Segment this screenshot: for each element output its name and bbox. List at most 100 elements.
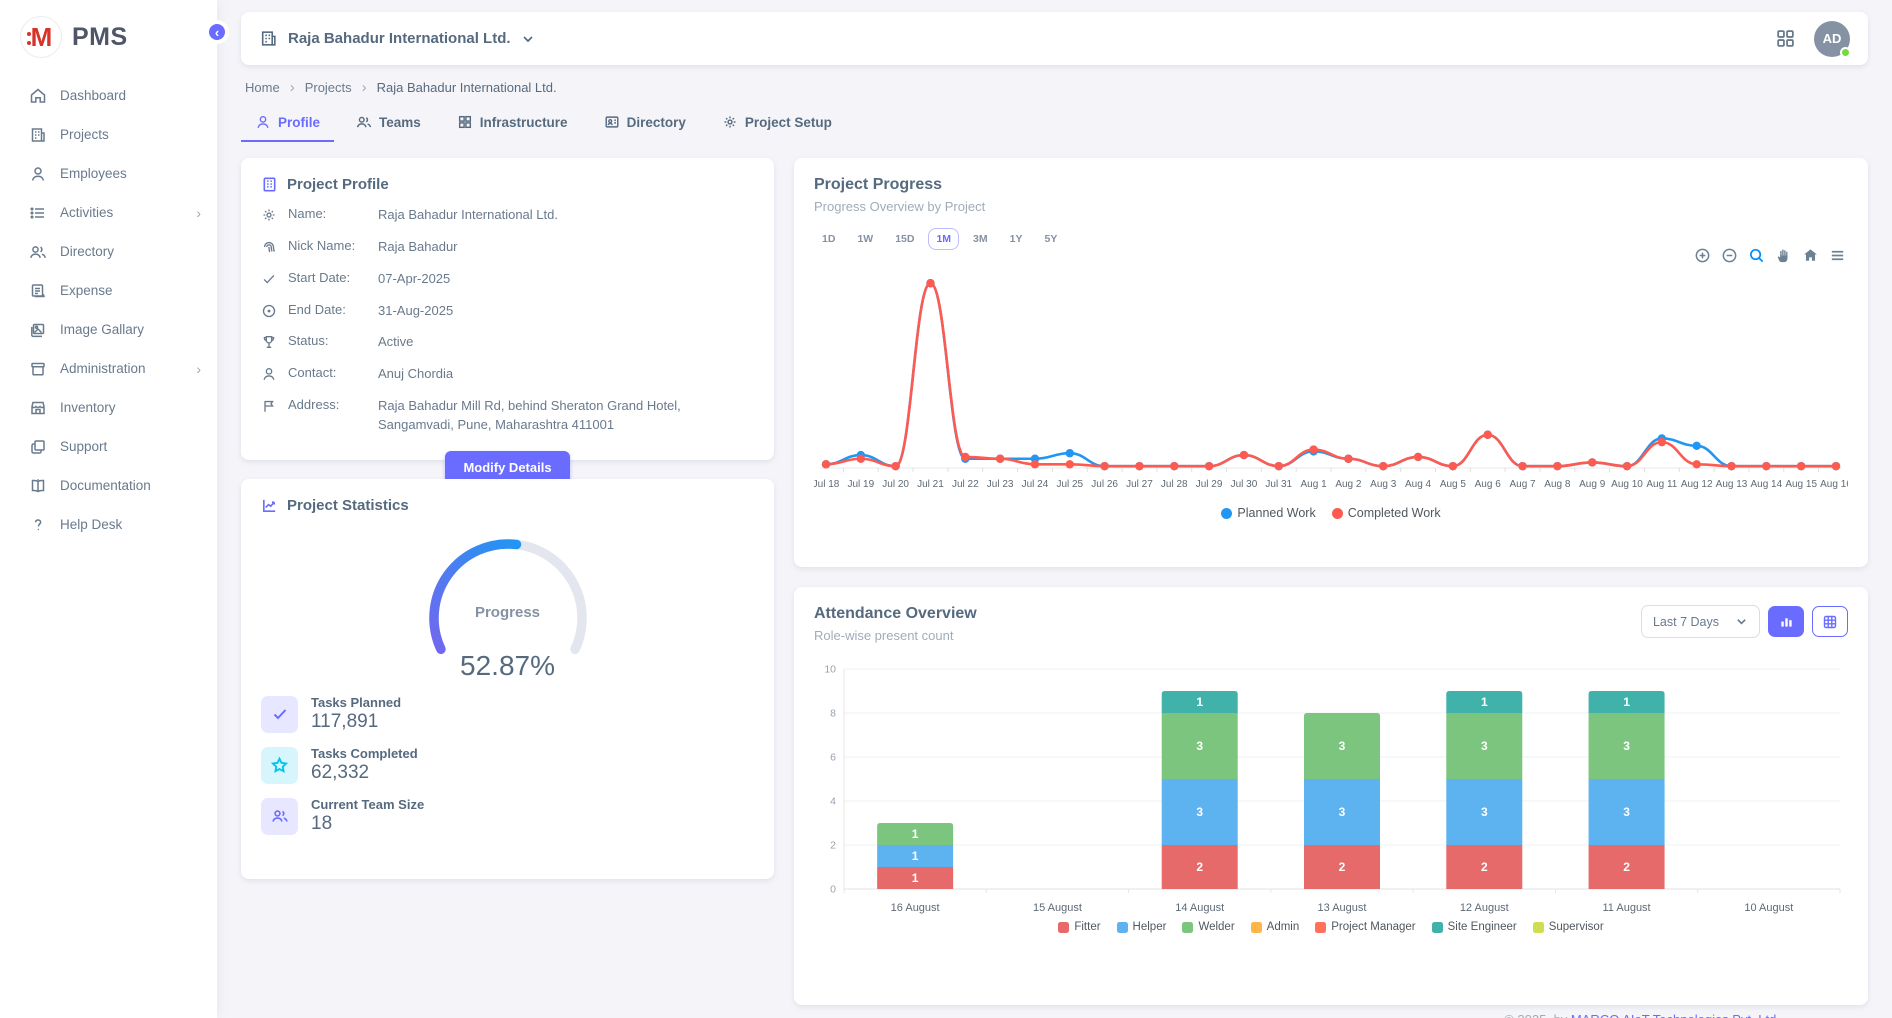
legend-item[interactable]: Fitter xyxy=(1058,921,1100,933)
range-15d[interactable]: 15D xyxy=(887,228,922,250)
tab-project-setup[interactable]: Project Setup xyxy=(708,106,846,142)
x-axis-label: 16 August xyxy=(891,902,940,914)
date-range-select[interactable]: Last 7 Days xyxy=(1641,605,1760,638)
gauge-arc xyxy=(388,520,628,654)
range-1d[interactable]: 1D xyxy=(814,228,843,250)
sidebar-item-support[interactable]: Support xyxy=(0,427,217,466)
sidebar-item-expense[interactable]: Expense xyxy=(0,271,217,310)
data-point-marker[interactable] xyxy=(1135,462,1143,470)
data-point-marker[interactable] xyxy=(857,455,865,463)
legend-item[interactable]: Helper xyxy=(1117,921,1167,933)
x-axis-label: Jul 20 xyxy=(882,479,909,490)
y-axis-label: 8 xyxy=(830,708,836,720)
sidebar-item-image-gallery[interactable]: Image Gallary xyxy=(0,310,217,349)
data-point-marker[interactable] xyxy=(1414,453,1422,461)
sidebar-item-administration[interactable]: Administration › xyxy=(0,349,217,388)
project-progress-line-chart[interactable]: Jul 18Jul 19Jul 20Jul 21Jul 22Jul 23Jul … xyxy=(814,256,1848,504)
chevron-right-icon: › xyxy=(196,361,201,377)
data-point-marker[interactable] xyxy=(1240,451,1248,459)
data-point-marker[interactable] xyxy=(1344,455,1352,463)
data-point-marker[interactable] xyxy=(1449,462,1457,470)
bar-value-label: 2 xyxy=(1196,860,1203,874)
online-status-dot xyxy=(1840,47,1851,58)
legend-item[interactable]: Supervisor xyxy=(1533,921,1604,933)
sidebar-item-directory[interactable]: Directory xyxy=(0,232,217,271)
legend-marker-icon xyxy=(1182,922,1193,933)
menu-icon[interactable] xyxy=(1828,246,1846,264)
breadcrumb-projects[interactable]: Projects xyxy=(305,80,352,95)
legend-item[interactable]: Completed Work xyxy=(1332,506,1441,520)
sidebar-item-help-desk[interactable]: Help Desk xyxy=(0,505,217,544)
footer-company-link[interactable]: MARCO AIoT Technologies Pvt. Ltd. xyxy=(1571,1012,1780,1018)
tab-infrastructure[interactable]: Infrastructure xyxy=(443,106,582,142)
project-statistics-card: Project Statistics Progress 52.87% xyxy=(241,479,774,879)
range-5y[interactable]: 5Y xyxy=(1036,228,1065,250)
data-point-marker[interactable] xyxy=(1658,438,1666,446)
data-point-marker[interactable] xyxy=(1205,462,1213,470)
legend-item[interactable]: Admin xyxy=(1251,921,1300,933)
y-axis-label: 6 xyxy=(830,752,836,764)
breadcrumb-home[interactable]: Home xyxy=(245,80,280,95)
tab-teams[interactable]: Teams xyxy=(342,106,435,142)
bar-value-label: 1 xyxy=(912,871,919,885)
sidebar-item-documentation[interactable]: Documentation xyxy=(0,466,217,505)
range-3m[interactable]: 3M xyxy=(965,228,996,250)
user-avatar[interactable]: AD xyxy=(1814,21,1850,57)
data-point-marker[interactable] xyxy=(1553,462,1561,470)
data-point-marker[interactable] xyxy=(1762,462,1770,470)
data-point-marker[interactable] xyxy=(1484,431,1492,439)
data-point-marker[interactable] xyxy=(1623,462,1631,470)
bar-chart-view-icon xyxy=(1779,614,1794,629)
sidebar-item-projects[interactable]: Projects xyxy=(0,115,217,154)
data-point-marker[interactable] xyxy=(822,460,830,468)
sidebar-item-activities[interactable]: Activities › xyxy=(0,193,217,232)
zoom-out-icon[interactable] xyxy=(1720,246,1738,264)
data-point-marker[interactable] xyxy=(1066,449,1074,457)
data-point-marker[interactable] xyxy=(1275,462,1283,470)
data-point-marker[interactable] xyxy=(1727,462,1735,470)
tab-directory[interactable]: Directory xyxy=(590,106,700,142)
profile-field-status: Status: Active xyxy=(261,333,754,352)
pan-icon[interactable] xyxy=(1774,246,1792,264)
data-point-marker[interactable] xyxy=(1692,460,1700,468)
range-1m[interactable]: 1M xyxy=(928,228,959,250)
bar-chart-view-button[interactable] xyxy=(1768,606,1804,637)
data-point-marker[interactable] xyxy=(1066,460,1074,468)
sidebar-item-employees[interactable]: Employees xyxy=(0,154,217,193)
zoom-in-icon[interactable] xyxy=(1693,246,1711,264)
home-icon[interactable] xyxy=(1801,246,1819,264)
range-1y[interactable]: 1Y xyxy=(1002,228,1031,250)
legend-item[interactable]: Welder xyxy=(1182,921,1234,933)
sidebar-item-inventory[interactable]: Inventory xyxy=(0,388,217,427)
sidebar-item-dashboard[interactable]: Dashboard xyxy=(0,76,217,115)
project-selector[interactable]: Raja Bahadur International Ltd. xyxy=(259,29,1775,48)
legend-item[interactable]: Project Manager xyxy=(1315,921,1415,933)
data-point-marker[interactable] xyxy=(1797,462,1805,470)
range-1w[interactable]: 1W xyxy=(849,228,881,250)
data-point-marker[interactable] xyxy=(1518,462,1526,470)
apps-grid-icon[interactable] xyxy=(1775,28,1796,49)
data-point-marker[interactable] xyxy=(1379,462,1387,470)
data-point-marker[interactable] xyxy=(1309,445,1317,453)
data-point-marker[interactable] xyxy=(926,279,934,287)
x-axis-label: Aug 7 xyxy=(1509,479,1536,490)
legend-item[interactable]: Site Engineer xyxy=(1432,921,1517,933)
legend-item[interactable]: Planned Work xyxy=(1221,506,1315,520)
data-point-marker[interactable] xyxy=(1832,462,1840,470)
table-view-button[interactable] xyxy=(1812,606,1848,637)
selection-zoom-icon[interactable] xyxy=(1747,246,1765,264)
data-point-marker[interactable] xyxy=(1100,462,1108,470)
data-point-marker[interactable] xyxy=(1588,458,1596,466)
x-axis-label: Jul 18 xyxy=(814,479,840,490)
data-point-marker[interactable] xyxy=(996,455,1004,463)
data-point-marker[interactable] xyxy=(1692,442,1700,450)
app-logo[interactable]: M PMS xyxy=(0,0,217,72)
attendance-controls: Last 7 Days xyxy=(1641,605,1848,638)
data-point-marker[interactable] xyxy=(1031,460,1039,468)
attendance-stacked-bar-chart[interactable]: 024681011116 August15 August233114 Augus… xyxy=(814,657,1848,919)
data-point-marker[interactable] xyxy=(1170,462,1178,470)
data-point-marker[interactable] xyxy=(891,462,899,470)
sidebar-collapse-button[interactable]: ‹ xyxy=(205,20,229,44)
data-point-marker[interactable] xyxy=(961,453,969,461)
tab-profile[interactable]: Profile xyxy=(241,106,334,142)
